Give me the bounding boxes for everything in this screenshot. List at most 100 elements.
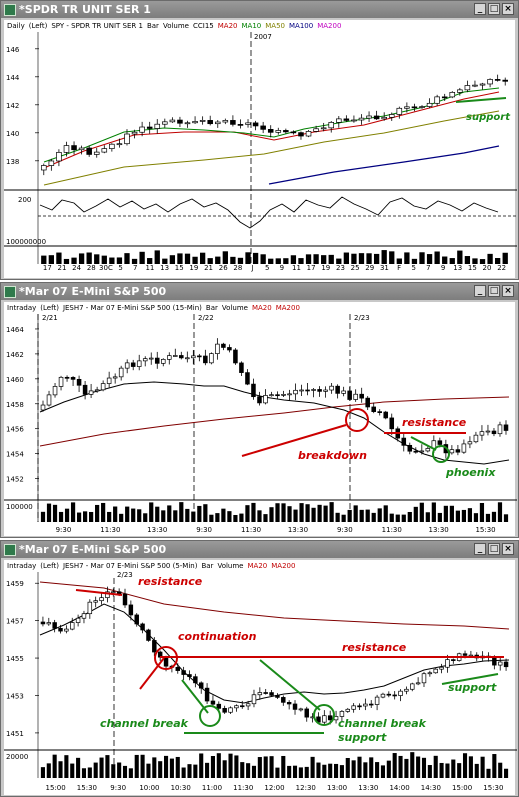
volume-bar (230, 256, 236, 264)
x-tick-label: 9:30 (56, 526, 72, 534)
volume-bar (167, 505, 172, 522)
volume-bar (292, 765, 298, 778)
candle-body (70, 622, 75, 630)
date-label: 2/22 (198, 314, 214, 322)
candle-body (251, 383, 256, 398)
volume-bar (81, 768, 87, 778)
window-titlebar[interactable]: *Mar 07 E-Mini S&P 500 _ □ × (1, 283, 518, 300)
maximize-button[interactable]: □ (488, 285, 500, 297)
candle-body (227, 347, 232, 351)
chart-pane[interactable]: Intraday (Left) JESH7 - Mar 07 E-Mini S&P … (4, 302, 517, 536)
resistance-annotation: resistance (402, 416, 467, 429)
candle-body (130, 362, 136, 367)
volume-bar (199, 753, 204, 778)
candle-body (209, 353, 214, 364)
y-tick-label: 146 (6, 46, 20, 54)
volume-bar (48, 255, 54, 264)
volume-bar (281, 503, 286, 522)
volume-bar (269, 507, 274, 522)
candle-body (58, 376, 64, 387)
volume-bar (328, 763, 333, 778)
volume-bar (239, 513, 244, 522)
minimize-button[interactable]: _ (474, 3, 486, 15)
volume-bar (369, 757, 374, 778)
resistance-line-top (75, 589, 123, 596)
y-tick-label: 1459 (6, 580, 24, 588)
volume-bar (158, 761, 163, 778)
volume-bar (58, 761, 63, 778)
volume-bar (467, 508, 473, 522)
close-button[interactable]: × (502, 3, 514, 15)
volume-bar (373, 253, 380, 264)
candle-body (252, 122, 259, 127)
ma20-line (43, 91, 500, 169)
volume-bar (215, 513, 220, 522)
chart-pane[interactable]: Daily (Left) SPY - SPDR TR UNIT SER 1 Bar Vo… (4, 20, 517, 278)
candle-body (167, 355, 172, 360)
candle-body (322, 715, 327, 723)
chart-app-icon (4, 286, 16, 298)
candle-body (207, 120, 213, 125)
candle-body (347, 390, 352, 400)
volume-bar (287, 765, 292, 778)
ma200-line (39, 396, 510, 447)
candle-body (184, 122, 191, 125)
candle-body (404, 106, 410, 109)
volume-bar (449, 258, 455, 264)
candle-body (275, 130, 282, 133)
x-tick-label: 13 (160, 264, 169, 272)
volume-bar (375, 762, 380, 778)
breakdown-trendline (241, 424, 347, 457)
volume-bar (498, 762, 503, 778)
maximize-button[interactable]: □ (488, 543, 500, 555)
candle-body (267, 129, 274, 133)
volume-bar (371, 512, 376, 522)
candle-body (203, 355, 208, 364)
candle-body (40, 621, 46, 625)
volume-bar (173, 510, 178, 522)
candle-body (136, 360, 142, 367)
candle-body (240, 705, 245, 708)
candle-body (353, 393, 358, 400)
x-tick-label: 7 (133, 264, 137, 272)
window-titlebar[interactable]: *Mar 07 E-Mini S&P 500 _ □ × (1, 541, 518, 558)
volume-bar (52, 504, 58, 522)
volume-label: Volume (217, 562, 244, 570)
candle-body (426, 102, 433, 107)
candle-body (464, 85, 471, 91)
candle-body (257, 692, 263, 696)
candle-body (58, 627, 63, 632)
candle-body (411, 106, 418, 109)
volume-bar (353, 505, 358, 522)
minimize-button[interactable]: _ (474, 285, 486, 297)
symbol-label: SPY - SPDR TR UNIT SER 1 (51, 22, 143, 30)
window-titlebar[interactable]: *SPDR TR UNIT SER 1 _ □ × (1, 1, 518, 18)
volume-bar (439, 762, 444, 778)
candle-body (116, 143, 123, 146)
volume-bar (192, 256, 198, 264)
candle-body (179, 355, 184, 359)
volume-bar (434, 251, 440, 264)
volume-bar (71, 257, 77, 264)
candle-body (449, 92, 456, 98)
x-tick-label: 10:00 (139, 784, 159, 792)
close-button[interactable]: × (502, 285, 514, 297)
interval-label: Intraday (7, 304, 37, 312)
candle-body (433, 668, 438, 674)
candle-body (369, 703, 374, 706)
close-button[interactable]: × (502, 543, 514, 555)
chart-pane[interactable]: Intraday (Left) JESH7 - Mar 07 E-Mini S&P … (4, 560, 517, 795)
symbol-label: JESH7 - Mar 07 E-Mini S&P 500 (15-Min) (62, 304, 202, 312)
volume-bar (240, 762, 245, 778)
volume-bar (341, 514, 346, 522)
candle-body (237, 124, 244, 126)
volume-bar (119, 513, 124, 522)
candle-body (401, 437, 407, 446)
candle-body (70, 377, 76, 380)
x-tick-label: 15:00 (452, 784, 472, 792)
candle-body (204, 687, 210, 702)
maximize-button[interactable]: □ (488, 3, 500, 15)
minimize-button[interactable]: _ (474, 543, 486, 555)
volume-bar (116, 257, 123, 264)
candle-body (398, 690, 403, 696)
